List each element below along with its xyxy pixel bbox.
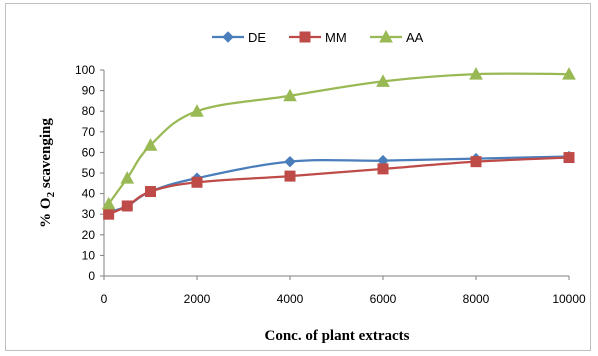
y-axis-title-rest: scavenging: [38, 118, 54, 192]
y-tick-label: 100: [75, 63, 95, 77]
series-lines: [107, 72, 570, 216]
x-tick-label: 4000: [277, 292, 304, 306]
data-point-mm: [103, 208, 115, 220]
y-axis-title-main: % O: [38, 197, 54, 227]
data-point-aa: [562, 67, 576, 80]
y-tick-label: 80: [82, 104, 96, 118]
y-tick-label: 50: [82, 166, 96, 180]
data-point-mm: [470, 156, 482, 168]
y-tick-label: 40: [82, 187, 96, 201]
data-point-aa: [190, 104, 204, 117]
axes: [100, 69, 570, 280]
legend-marker-de: [222, 31, 234, 43]
y-tick-label: 90: [82, 84, 96, 98]
y-axis-title-subscript: 2: [45, 191, 57, 197]
data-point-aa: [101, 196, 116, 210]
y-tick-label: 0: [88, 269, 95, 283]
y-tick-label: 10: [82, 248, 96, 262]
series-markers: [101, 67, 576, 220]
data-point-mm: [121, 200, 133, 212]
y-tick-label: 20: [82, 228, 96, 242]
y-tick-label: 60: [82, 145, 96, 159]
data-point-aa: [120, 171, 135, 184]
legend-marker-aa: [379, 29, 393, 43]
x-axis-title: Conc. of plant extracts: [265, 328, 410, 344]
y-tick-labels: 0 10 20 30 40 50 60 70 80 90 100: [75, 63, 95, 283]
data-point-aa: [283, 88, 297, 102]
data-point-mm: [191, 176, 203, 188]
data-point-mm: [284, 170, 296, 182]
x-tick-label: 6000: [370, 292, 397, 306]
y-tick-label: 70: [82, 125, 96, 139]
legend-label-aa: AA: [406, 30, 424, 45]
x-tick-label: 2000: [184, 292, 211, 306]
legend-label-de: DE: [248, 30, 266, 45]
data-point-mm: [377, 163, 389, 175]
y-tick-label: 30: [82, 207, 96, 221]
x-tick-labels: 0 2000 4000 6000 8000 10000: [101, 292, 586, 306]
data-point-mm: [563, 152, 575, 164]
legend: DE MM AA: [212, 29, 424, 45]
data-point-aa: [469, 67, 483, 80]
legend-marker-mm: [299, 31, 311, 43]
series-line-mm: [108, 156, 570, 216]
x-tick-label: 8000: [463, 292, 490, 306]
data-point-mm: [145, 186, 156, 198]
x-tick-label: 0: [101, 292, 108, 306]
data-point-aa: [376, 74, 390, 87]
data-point-de: [284, 155, 296, 168]
legend-label-mm: MM: [325, 30, 347, 45]
data-point-aa: [143, 138, 158, 151]
x-tick-label: 10000: [552, 292, 586, 306]
chart-frame: [5, 3, 591, 351]
y-axis-title: % O2 scavenging: [38, 118, 57, 228]
